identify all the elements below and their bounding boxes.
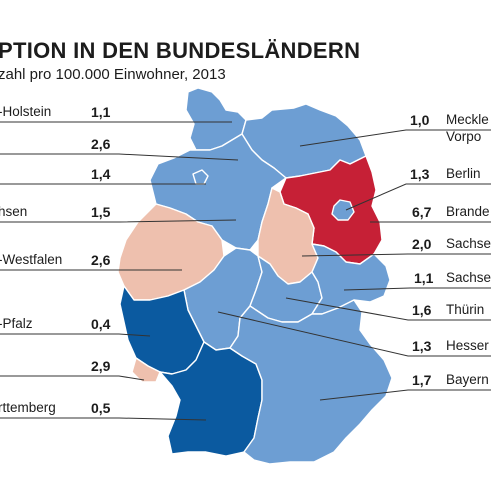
leader-line-st <box>301 253 491 257</box>
map-title: PTION IN DEN BUNDESLÄNDERN <box>0 38 361 63</box>
leader-line-th <box>285 297 491 321</box>
state-label-st: Sachse <box>446 236 491 251</box>
region-berlin <box>331 199 355 221</box>
leader-line-by <box>319 389 491 401</box>
state-value-be: 1,3 <box>410 166 430 182</box>
state-label-he: Hesser <box>446 338 489 353</box>
region-bayern <box>229 299 393 465</box>
state-label-rp: -Pfalz <box>0 316 33 331</box>
state-value-by: 1,7 <box>412 372 432 388</box>
state-value-he: 1,3 <box>412 338 432 354</box>
state-value-mv: 1,0 <box>410 112 430 128</box>
state-label-bw: rttemberg <box>0 400 56 415</box>
state-value-hb: 1,4 <box>91 166 111 182</box>
state-label-sh: -Holstein <box>0 104 52 119</box>
leader-line-mv <box>299 129 491 147</box>
state-value-sn: 1,1 <box>414 270 434 286</box>
state-value-st: 2,0 <box>412 236 432 252</box>
leader-line-hh <box>0 153 239 161</box>
state-label-ni: hsen <box>0 204 28 219</box>
state-label-nw: -Westfalen <box>0 252 63 267</box>
state-label-mv: Meckle <box>446 112 489 127</box>
leader-line-bw <box>0 417 207 421</box>
state-label-mv-line2: Vorpo <box>446 129 482 144</box>
state-label-by: Bayern <box>446 372 489 387</box>
leader-line-rp <box>0 333 151 337</box>
leader-line-sn <box>343 287 491 291</box>
region-bremen <box>192 169 209 185</box>
leader-line-sl <box>0 375 145 381</box>
state-value-ni: 1,5 <box>91 204 111 220</box>
state-value-sh: 1,1 <box>91 104 111 120</box>
map-subtitle: zahl pro 100.000 Einwohner, 2013 <box>0 66 226 83</box>
region-sachsen <box>311 243 391 315</box>
leader-line-he <box>217 311 491 357</box>
state-label-sn: Sachse <box>446 270 491 285</box>
state-label-bb: Brande <box>446 204 490 219</box>
state-value-bw: 0,5 <box>91 400 111 416</box>
region-saarland <box>131 357 161 383</box>
leader-line-ni <box>0 219 237 223</box>
leader-line-be <box>345 183 491 211</box>
state-value-th: 1,6 <box>412 302 432 318</box>
state-label-th: Thürin <box>446 302 485 317</box>
state-label-be: Berlin <box>446 166 481 181</box>
state-value-rp: 0,4 <box>91 316 111 332</box>
state-value-bb: 6,7 <box>412 204 432 220</box>
state-value-sl: 2,9 <box>91 358 111 374</box>
state-value-hh: 2,6 <box>91 136 111 152</box>
state-value-nw: 2,6 <box>91 252 111 268</box>
